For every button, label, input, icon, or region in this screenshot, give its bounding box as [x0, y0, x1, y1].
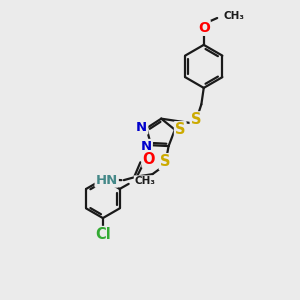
Text: N: N [136, 121, 147, 134]
Text: N: N [141, 140, 152, 153]
Text: S: S [160, 154, 170, 169]
Text: O: O [142, 152, 155, 167]
Text: S: S [175, 122, 185, 137]
Text: S: S [191, 112, 201, 127]
Text: O: O [198, 21, 210, 35]
Text: Cl: Cl [95, 227, 111, 242]
Text: HN: HN [96, 174, 118, 187]
Text: CH₃: CH₃ [224, 11, 245, 21]
Text: CH₃: CH₃ [135, 176, 156, 186]
